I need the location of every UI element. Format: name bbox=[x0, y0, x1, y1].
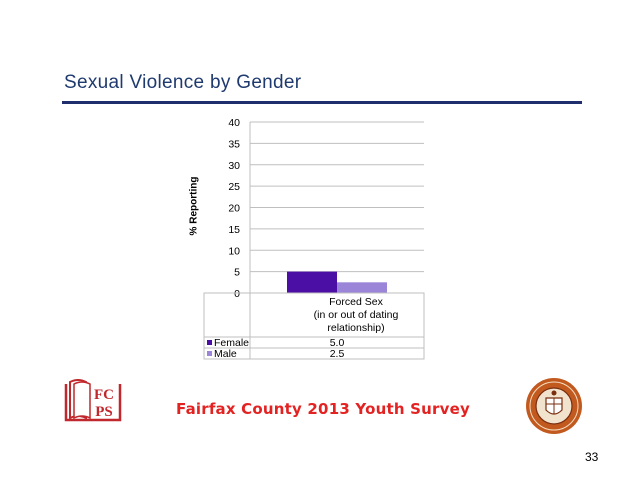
y-tick-label: 30 bbox=[228, 160, 240, 172]
y-tick-label: 5 bbox=[234, 267, 240, 279]
fcps-logo-text-top: FC bbox=[94, 387, 114, 403]
category-label-line-3: relationship) bbox=[327, 322, 385, 334]
category-label-line-1: Forced Sex bbox=[329, 296, 383, 308]
y-tick-label: 0 bbox=[234, 288, 240, 300]
page-number: 33 bbox=[585, 450, 599, 464]
survey-footer: Fairfax County 2013 Youth Survey bbox=[176, 400, 470, 418]
y-tick-label: 15 bbox=[228, 224, 240, 236]
y-tick-label: 20 bbox=[228, 203, 240, 215]
y-tick-label: 35 bbox=[228, 138, 240, 150]
bar-male bbox=[337, 282, 387, 293]
category-label-line-2: (in or out of dating bbox=[313, 309, 399, 321]
slide-title: Sexual Violence by Gender bbox=[64, 72, 302, 93]
bars bbox=[287, 271, 387, 293]
y-tick-label: 10 bbox=[228, 245, 240, 257]
table-frame bbox=[203, 292, 425, 360]
fcps-logo-text-bottom: PS bbox=[95, 404, 113, 420]
data-label-female: 5.0 bbox=[330, 337, 345, 349]
y-tick-label: 40 bbox=[228, 117, 240, 129]
title-underline bbox=[62, 101, 582, 104]
legend-swatch-female bbox=[207, 340, 212, 345]
y-tick-labels: 0 5 10 15 20 25 30 35 40 bbox=[228, 117, 240, 300]
fcps-logo: FC PS bbox=[64, 379, 122, 422]
legend-label-male: Male bbox=[214, 348, 237, 360]
y-tick-label: 25 bbox=[228, 181, 240, 193]
category-label: Forced Sex (in or out of dating relation… bbox=[288, 296, 424, 335]
county-seal-logo bbox=[526, 378, 582, 434]
gridlines bbox=[249, 121, 424, 293]
legend-label-female: Female bbox=[214, 337, 249, 349]
legend-swatch-male bbox=[207, 351, 212, 356]
bar-female bbox=[287, 271, 337, 293]
data-table: Female 5.0 Male 2.5 bbox=[203, 292, 425, 360]
data-label-male: 2.5 bbox=[330, 348, 345, 360]
